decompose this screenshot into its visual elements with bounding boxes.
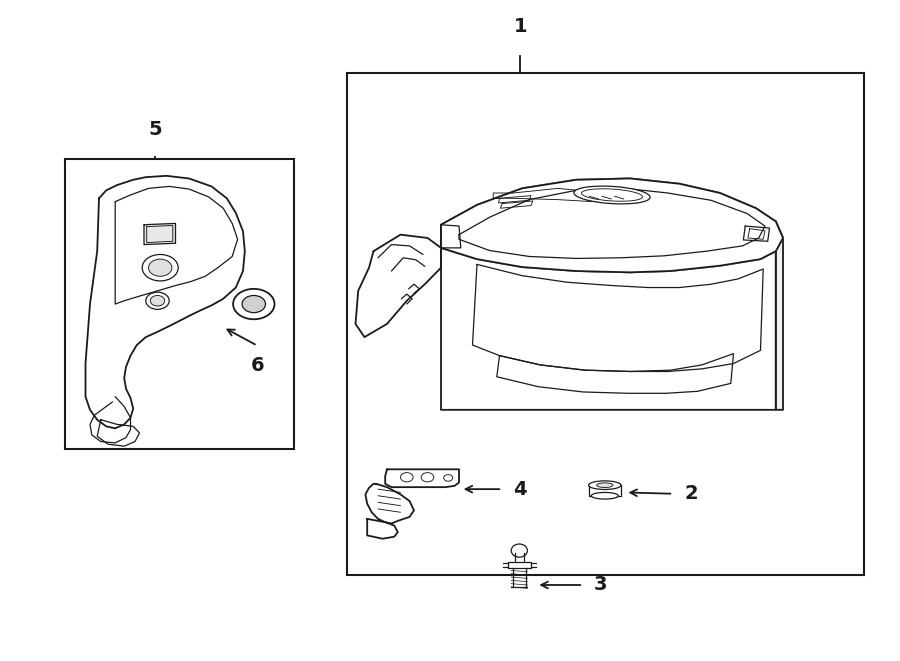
Circle shape [242,295,266,313]
Circle shape [421,473,434,482]
Ellipse shape [591,492,618,499]
Circle shape [142,254,178,281]
Polygon shape [367,519,398,539]
Text: 5: 5 [148,120,162,139]
Text: 3: 3 [594,576,608,594]
Polygon shape [86,176,245,428]
Polygon shape [589,485,621,496]
Polygon shape [441,248,776,410]
Circle shape [444,475,453,481]
Polygon shape [385,469,459,487]
Circle shape [146,292,169,309]
Polygon shape [441,178,783,272]
Ellipse shape [574,186,650,204]
Polygon shape [776,221,783,410]
Text: 4: 4 [513,480,526,498]
Circle shape [148,259,172,276]
Circle shape [400,473,413,482]
Polygon shape [441,178,783,272]
Ellipse shape [581,189,643,201]
Bar [346,73,864,575]
Ellipse shape [597,483,613,488]
Polygon shape [365,484,414,524]
Polygon shape [356,235,441,337]
Ellipse shape [589,481,621,489]
Text: 1: 1 [513,17,527,36]
Circle shape [150,295,165,306]
Bar [65,159,294,449]
Polygon shape [508,562,531,568]
Ellipse shape [511,544,527,557]
Polygon shape [144,223,176,245]
Text: 2: 2 [684,485,698,503]
Text: 6: 6 [250,356,265,375]
Circle shape [233,289,274,319]
